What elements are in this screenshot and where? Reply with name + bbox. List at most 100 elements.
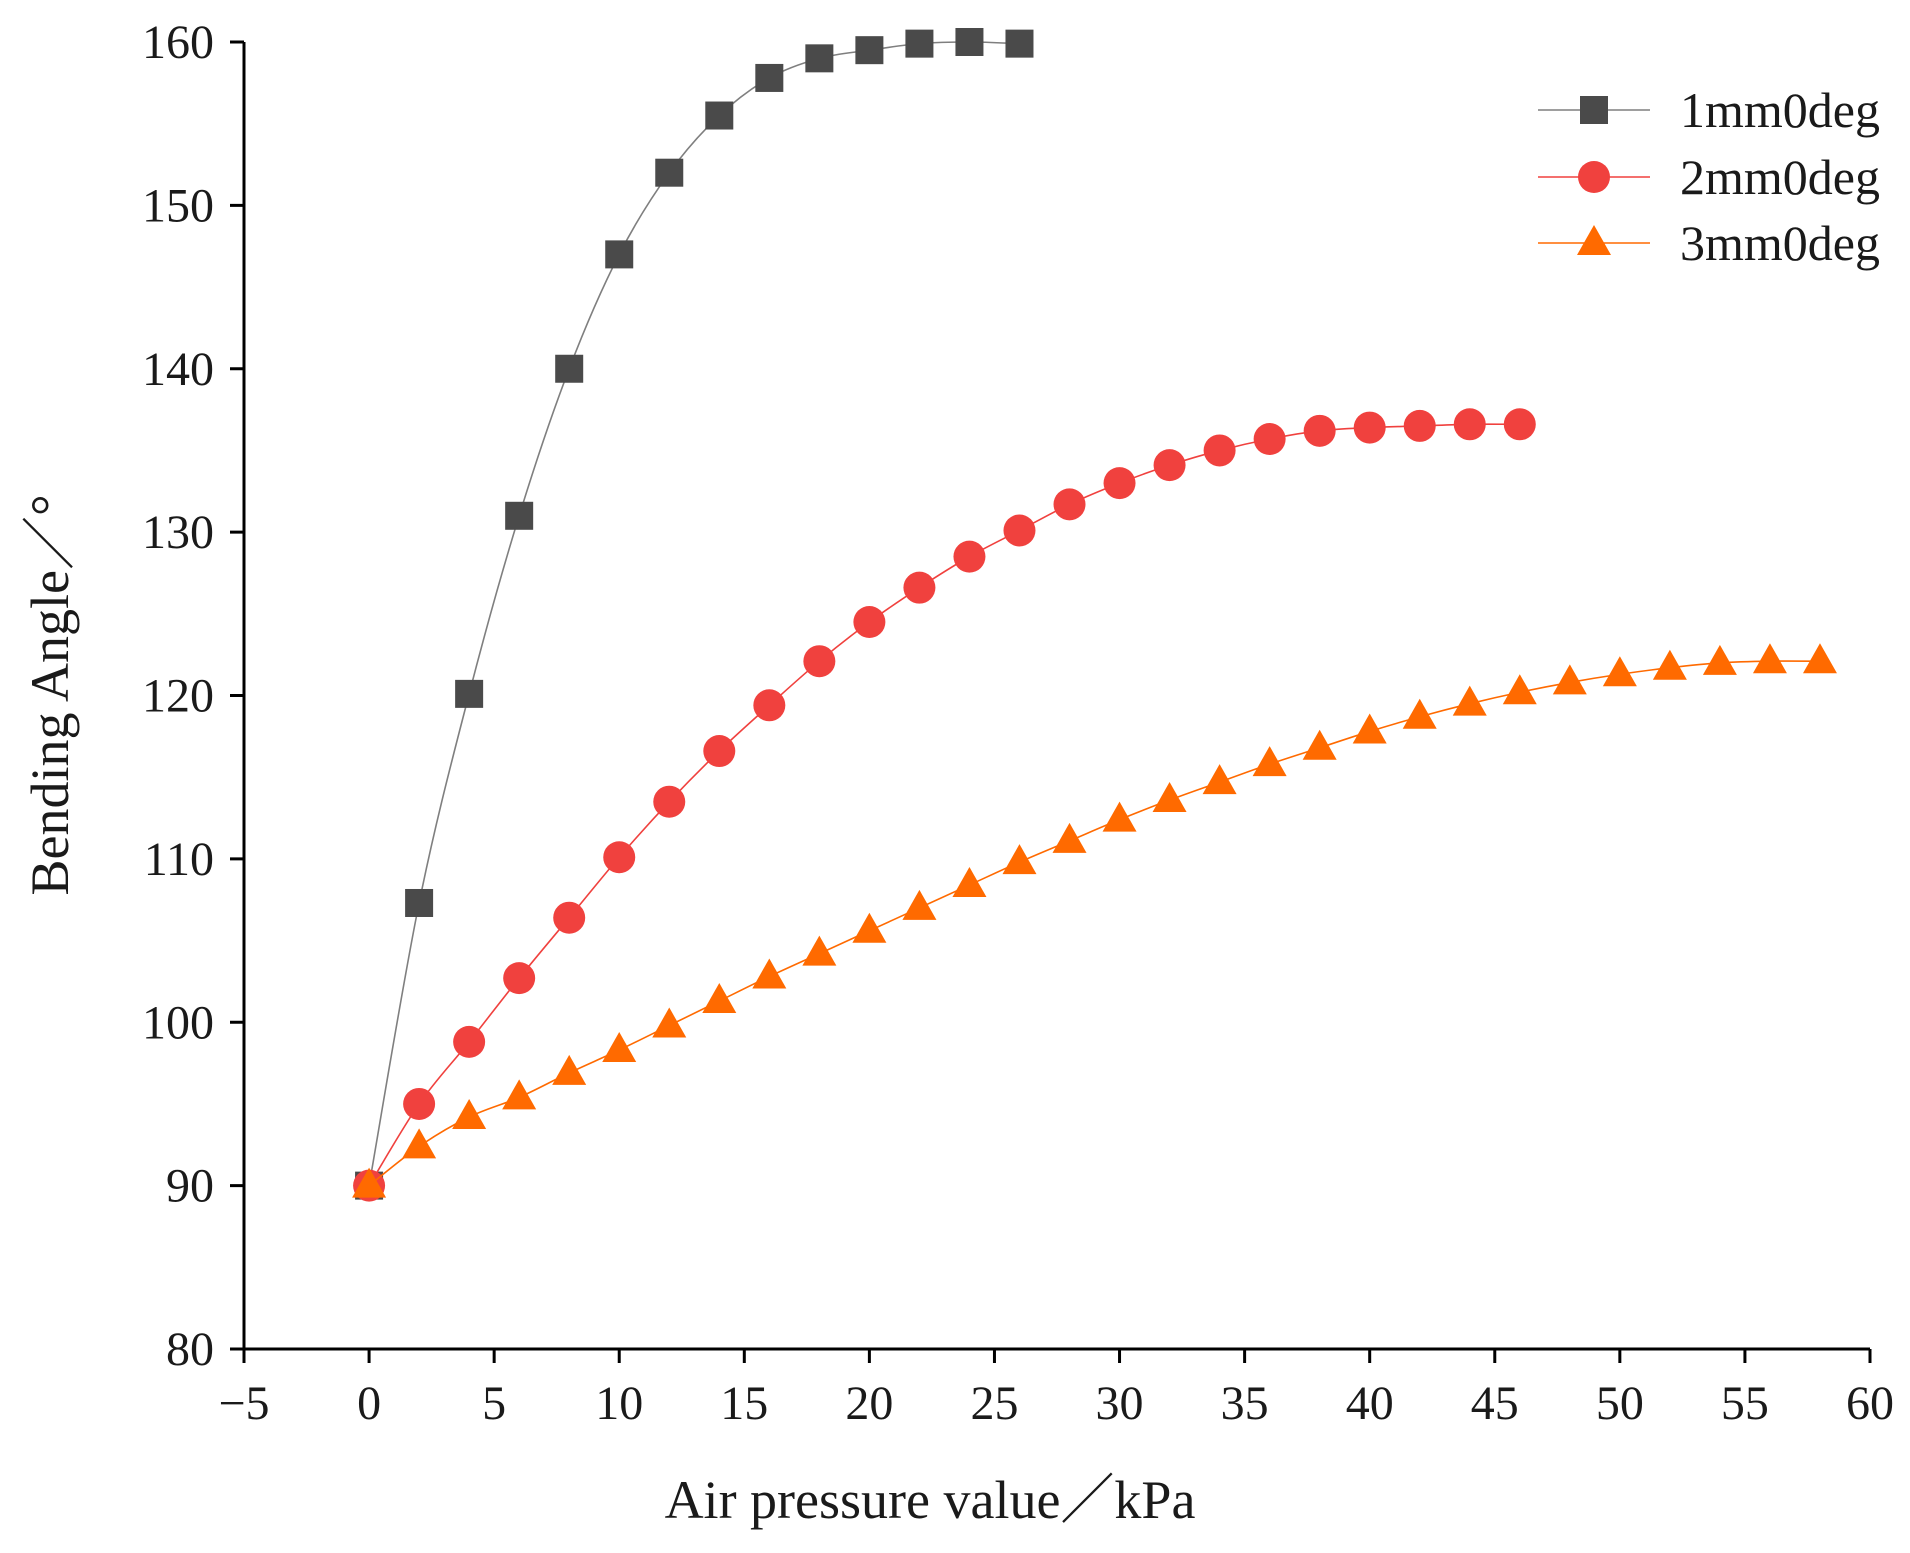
x-tick-label: −5 <box>218 1377 269 1430</box>
data-point <box>1253 423 1286 456</box>
data-point <box>855 36 884 65</box>
y-tick-label: 140 <box>142 343 214 396</box>
data-point <box>403 1087 436 1120</box>
series-line <box>368 660 1820 1187</box>
data-point <box>1002 844 1037 875</box>
data-point <box>602 1032 637 1063</box>
x-axis-title: Air pressure value／kPa <box>665 1470 1196 1530</box>
legend: 1mm0deg 2mm0deg 3mm0deg <box>1538 82 1880 271</box>
y-tick-label: 80 <box>166 1323 214 1376</box>
plot-axes <box>242 42 1870 1351</box>
data-point <box>1252 746 1287 777</box>
y-axis-title: Bending Angle／° <box>20 494 80 895</box>
data-point <box>1602 656 1637 687</box>
data-point <box>402 1128 437 1159</box>
data-point <box>1652 649 1687 680</box>
data-point <box>1353 411 1386 444</box>
data-point <box>405 888 434 917</box>
y-tick-label: 90 <box>166 1160 214 1213</box>
x-ticks: −5 0 5 10 15 20 25 30 35 40 45 50 55 60 <box>218 1349 1894 1430</box>
data-point <box>852 912 887 943</box>
data-point <box>603 841 636 874</box>
data-point <box>902 889 937 920</box>
data-point <box>503 962 536 995</box>
x-tick-label: 30 <box>1096 1377 1144 1430</box>
series-3mm0deg <box>352 643 1837 1198</box>
y-ticks: 80 90 100 110 120 130 140 150 160 <box>142 16 244 1376</box>
data-point <box>1802 643 1837 674</box>
data-point <box>702 983 737 1014</box>
legend-marker <box>1578 161 1610 193</box>
data-point <box>1502 674 1537 705</box>
x-tick-label: 45 <box>1471 1377 1519 1430</box>
series-2mm0deg <box>353 408 1536 1202</box>
y-tick-label: 130 <box>142 506 214 559</box>
data-point <box>1203 434 1236 467</box>
data-point <box>805 44 834 73</box>
x-tick-label: 10 <box>595 1377 643 1430</box>
x-tick-label: 20 <box>845 1377 893 1430</box>
data-point <box>1452 685 1487 716</box>
data-point <box>1103 467 1136 500</box>
data-point <box>755 63 784 92</box>
data-point <box>1752 643 1787 674</box>
data-point <box>502 1079 537 1110</box>
data-point <box>753 689 786 722</box>
x-tick-label: 25 <box>970 1377 1018 1430</box>
series-line <box>368 423 1520 1187</box>
data-point <box>1453 408 1486 441</box>
data-point <box>453 1025 486 1058</box>
x-tick-label: 40 <box>1346 1377 1394 1430</box>
x-tick-label: 15 <box>720 1377 768 1430</box>
x-tick-label: 50 <box>1596 1377 1644 1430</box>
legend-item: 2mm0deg <box>1538 149 1880 205</box>
legend-marker <box>1580 96 1608 124</box>
y-tick-label: 120 <box>142 670 214 723</box>
series-layer <box>352 28 1837 1202</box>
legend-item: 3mm0deg <box>1538 215 1880 271</box>
data-point <box>803 645 836 678</box>
data-point <box>1552 664 1587 695</box>
x-tick-label: 35 <box>1221 1377 1269 1430</box>
legend-item: 1mm0deg <box>1538 82 1880 138</box>
data-point <box>1152 782 1187 813</box>
data-point <box>705 101 734 130</box>
data-point <box>655 158 684 187</box>
x-tick-label: 55 <box>1721 1377 1769 1430</box>
x-tick-label: 5 <box>482 1377 506 1430</box>
x-tick-label: 60 <box>1846 1377 1894 1430</box>
legend-label: 2mm0deg <box>1680 149 1880 205</box>
data-point <box>1302 729 1337 760</box>
data-point <box>1702 644 1737 675</box>
data-point <box>605 240 634 269</box>
data-point <box>905 29 934 58</box>
data-point <box>553 901 586 934</box>
legend-label: 1mm0deg <box>1680 82 1880 138</box>
series-1mm0deg <box>355 28 1034 1200</box>
data-point <box>653 785 686 818</box>
data-point <box>1303 414 1336 447</box>
data-point <box>1102 801 1137 832</box>
data-point <box>652 1007 687 1038</box>
data-point <box>552 1054 587 1085</box>
data-point <box>455 679 484 708</box>
data-point <box>1053 488 1086 521</box>
data-point <box>1403 409 1436 442</box>
y-tick-label: 110 <box>144 833 214 886</box>
data-point <box>352 1167 387 1198</box>
legend-label: 3mm0deg <box>1680 215 1880 271</box>
data-point <box>752 958 787 989</box>
y-tick-label: 100 <box>142 996 214 1049</box>
data-point <box>1052 822 1087 853</box>
data-point <box>1003 514 1036 547</box>
data-point <box>955 28 984 56</box>
x-tick-label: 0 <box>357 1377 381 1430</box>
legend-marker <box>1577 225 1611 255</box>
data-point <box>555 354 584 383</box>
data-point <box>802 935 837 966</box>
data-point <box>952 867 987 898</box>
data-point <box>452 1099 487 1130</box>
y-tick-label: 160 <box>142 16 214 69</box>
data-point <box>1352 713 1387 744</box>
